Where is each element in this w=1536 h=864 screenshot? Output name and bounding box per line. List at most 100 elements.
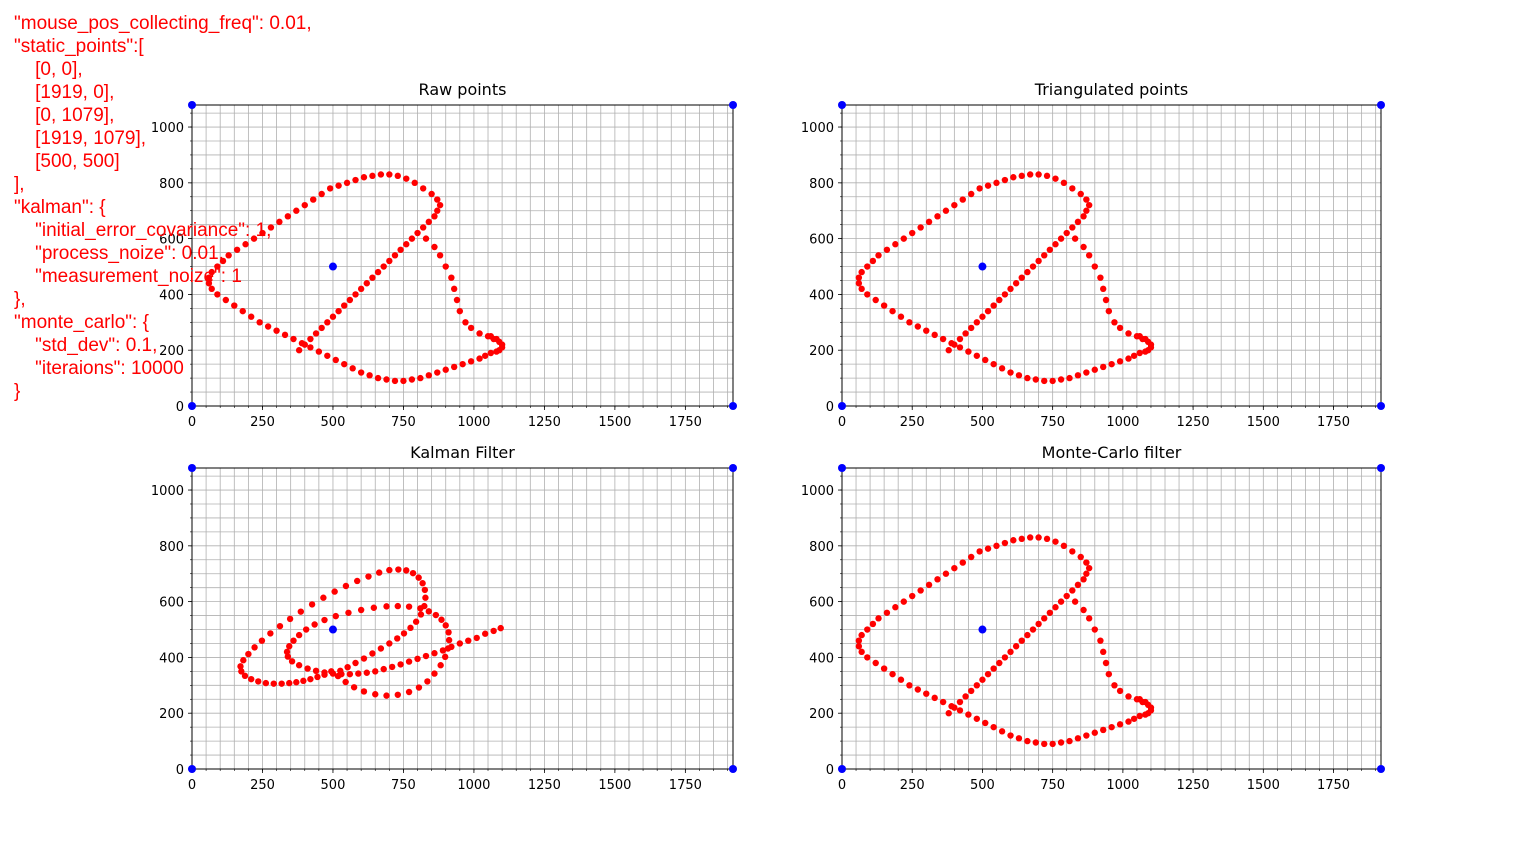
- data-point: [295, 662, 303, 669]
- data-point: [1085, 564, 1093, 572]
- data-point: [1142, 711, 1149, 718]
- data-point: [315, 348, 323, 355]
- data-point: [1029, 626, 1037, 633]
- chart-title: Raw points: [419, 80, 507, 99]
- data-point: [1077, 553, 1084, 561]
- data-point: [858, 268, 865, 276]
- data-point: [467, 358, 475, 365]
- data-point: [855, 280, 863, 287]
- y-tick-label: 200: [159, 707, 184, 722]
- data-point: [422, 652, 430, 660]
- static-point: [188, 101, 196, 109]
- static-point: [188, 464, 196, 472]
- static-point: [978, 625, 987, 634]
- data-point: [962, 693, 969, 700]
- data-point: [976, 185, 983, 192]
- y-tick-label: 400: [159, 288, 184, 303]
- data-point: [352, 176, 359, 184]
- data-point: [417, 611, 425, 618]
- data-point: [321, 616, 328, 624]
- data-point: [1085, 252, 1093, 259]
- data-point: [377, 645, 385, 652]
- x-tick-label: 1000: [457, 415, 490, 430]
- data-point: [267, 224, 275, 231]
- data-point: [1001, 176, 1009, 184]
- data-point: [438, 616, 445, 623]
- plot-frame: [841, 104, 1382, 407]
- grid-lines: [841, 468, 1381, 770]
- data-point: [1105, 307, 1113, 315]
- chart-title: Monte-Carlo filter: [1042, 443, 1182, 462]
- data-point: [1018, 274, 1025, 281]
- data-point: [288, 658, 296, 665]
- static-points: [188, 464, 737, 773]
- data-point: [346, 670, 354, 678]
- x-tick-label: 0: [188, 778, 196, 793]
- data-point: [214, 263, 221, 270]
- x-tick-label: 750: [391, 778, 416, 793]
- data-point: [286, 643, 293, 650]
- data-point: [366, 372, 373, 379]
- data-point: [400, 377, 407, 385]
- data-point: [1066, 374, 1073, 382]
- data-point: [998, 728, 1006, 735]
- data-point: [425, 372, 433, 379]
- y-tick-label: 0: [826, 763, 834, 778]
- x-tick-label: 1250: [1177, 778, 1210, 793]
- data-point: [1007, 648, 1014, 656]
- data-point: [421, 586, 429, 594]
- data-point: [411, 179, 418, 187]
- data-point: [437, 662, 444, 669]
- data-point: [968, 553, 975, 561]
- data-point: [312, 330, 320, 337]
- data-point: [869, 620, 877, 628]
- data-point: [864, 626, 871, 633]
- x-tick-label: 1000: [1106, 415, 1139, 430]
- data-point: [219, 257, 227, 265]
- data-point: [1091, 366, 1098, 373]
- data-point: [1097, 637, 1104, 644]
- data-point: [897, 313, 905, 320]
- data-point: [419, 224, 427, 231]
- data-point: [925, 218, 933, 226]
- data-point: [1136, 349, 1143, 357]
- data-point: [445, 636, 453, 644]
- data-point: [441, 653, 449, 661]
- data-point: [1100, 726, 1107, 734]
- data-point: [360, 174, 368, 181]
- data-point: [205, 280, 213, 287]
- chart-panel-4: 0 250 500 750 1000 1250 1500 1750 0 200 400 600 800 1…: [801, 443, 1385, 793]
- data-point: [422, 594, 429, 601]
- data-point: [973, 682, 981, 689]
- data-point: [1116, 324, 1124, 332]
- data-point: [864, 654, 871, 661]
- data-point: [314, 673, 321, 681]
- data-point: [335, 307, 342, 315]
- x-tick-label: 250: [250, 415, 275, 430]
- data-point: [225, 252, 232, 259]
- data-point: [436, 201, 444, 209]
- data-point: [307, 344, 314, 351]
- x-tick-label: 1500: [598, 415, 631, 430]
- data-point: [914, 686, 922, 693]
- data-point: [973, 352, 981, 359]
- data-point: [931, 331, 938, 339]
- data-point: [276, 622, 284, 630]
- data-point: [391, 252, 399, 259]
- data-point: [372, 668, 379, 675]
- data-point: [945, 710, 952, 717]
- data-point: [925, 581, 933, 589]
- data-point: [369, 274, 376, 281]
- data-point: [1026, 534, 1034, 541]
- data-point: [858, 631, 865, 639]
- data-point: [324, 352, 331, 359]
- data-point: [383, 376, 390, 383]
- data-point: [1060, 542, 1068, 550]
- data-point: [1015, 735, 1023, 742]
- x-tick-label: 0: [188, 415, 196, 430]
- data-point: [1010, 174, 1017, 181]
- data-point: [1125, 693, 1132, 700]
- data-point: [1052, 604, 1059, 611]
- data-point: [444, 645, 452, 652]
